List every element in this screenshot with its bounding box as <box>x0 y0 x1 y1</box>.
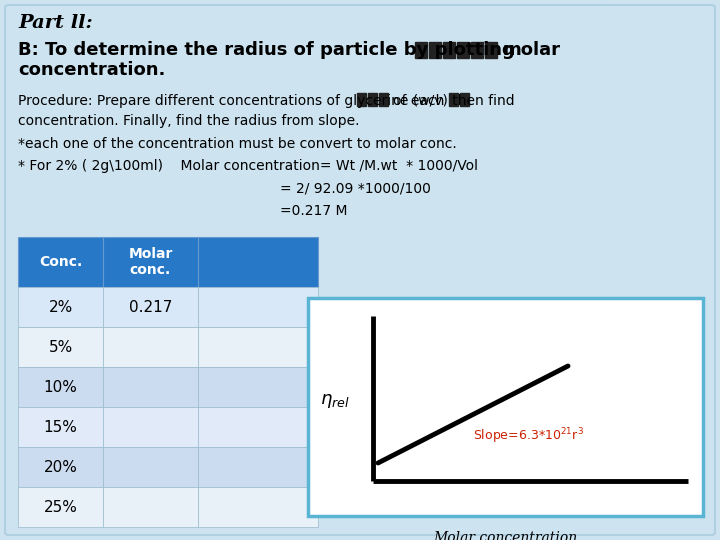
Bar <box>18 287 103 327</box>
Bar <box>471 42 483 58</box>
Bar <box>198 367 318 407</box>
Text: Procedure: Prepare different concentrations of glycerine (w/v) then find: Procedure: Prepare different concentrati… <box>18 94 519 108</box>
FancyBboxPatch shape <box>5 5 715 535</box>
FancyBboxPatch shape <box>308 298 703 516</box>
Text: 20%: 20% <box>44 460 78 475</box>
Bar <box>103 407 198 447</box>
Text: Slope=6.3*10$^{21}$r$^{3}$: Slope=6.3*10$^{21}$r$^{3}$ <box>472 426 583 446</box>
Bar <box>357 93 366 106</box>
Text: 5%: 5% <box>48 340 73 354</box>
Bar <box>198 447 318 487</box>
Text: 15%: 15% <box>44 420 78 435</box>
Text: of each: of each <box>393 94 444 108</box>
Text: Molar
conc.: Molar conc. <box>128 247 173 277</box>
Bar <box>429 42 441 58</box>
Bar <box>198 287 318 327</box>
Bar <box>103 367 198 407</box>
Text: B: To determine the radius of particle by plotting: B: To determine the radius of particle b… <box>18 41 515 59</box>
Bar <box>18 447 103 487</box>
Text: *each one of the concentration must be convert to molar conc.: *each one of the concentration must be c… <box>18 137 456 151</box>
Bar <box>198 237 318 287</box>
Bar <box>18 237 103 287</box>
Text: $\eta_{rel}$: $\eta_{rel}$ <box>320 392 350 410</box>
Bar <box>103 237 198 287</box>
Bar <box>103 287 198 327</box>
Bar <box>103 327 198 367</box>
Bar <box>415 42 427 58</box>
Bar <box>18 367 103 407</box>
Bar <box>103 447 198 487</box>
Bar <box>198 327 318 367</box>
Text: = 2/ 92.09 *1000/100: = 2/ 92.09 *1000/100 <box>280 182 431 196</box>
Text: 2%: 2% <box>48 300 73 314</box>
Text: 25%: 25% <box>44 500 78 515</box>
Bar <box>379 93 388 106</box>
Bar <box>18 407 103 447</box>
Bar <box>18 327 103 367</box>
Text: * For 2% ( 2g\100ml)    Molar concentration= Wt /M.wt  * 1000/Vol: * For 2% ( 2g\100ml) Molar concentration… <box>18 159 478 173</box>
Bar <box>198 407 318 447</box>
Text: 10%: 10% <box>44 380 78 395</box>
Text: concentration.: concentration. <box>18 61 166 79</box>
Bar <box>368 93 377 106</box>
Bar <box>18 487 103 527</box>
Bar <box>485 42 497 58</box>
Text: Molar concentration: Molar concentration <box>433 531 577 540</box>
Bar <box>457 42 469 58</box>
Bar <box>449 93 458 106</box>
Bar <box>460 93 469 106</box>
Bar <box>198 487 318 527</box>
Text: molar: molar <box>502 41 560 59</box>
Bar <box>443 42 455 58</box>
Bar <box>103 487 198 527</box>
Text: 0.217: 0.217 <box>129 300 172 314</box>
Text: Part ll:: Part ll: <box>18 14 93 32</box>
Text: Conc.: Conc. <box>39 255 82 269</box>
Text: =0.217 M: =0.217 M <box>280 204 348 218</box>
Text: concentration. Finally, find the radius from slope.: concentration. Finally, find the radius … <box>18 114 359 128</box>
